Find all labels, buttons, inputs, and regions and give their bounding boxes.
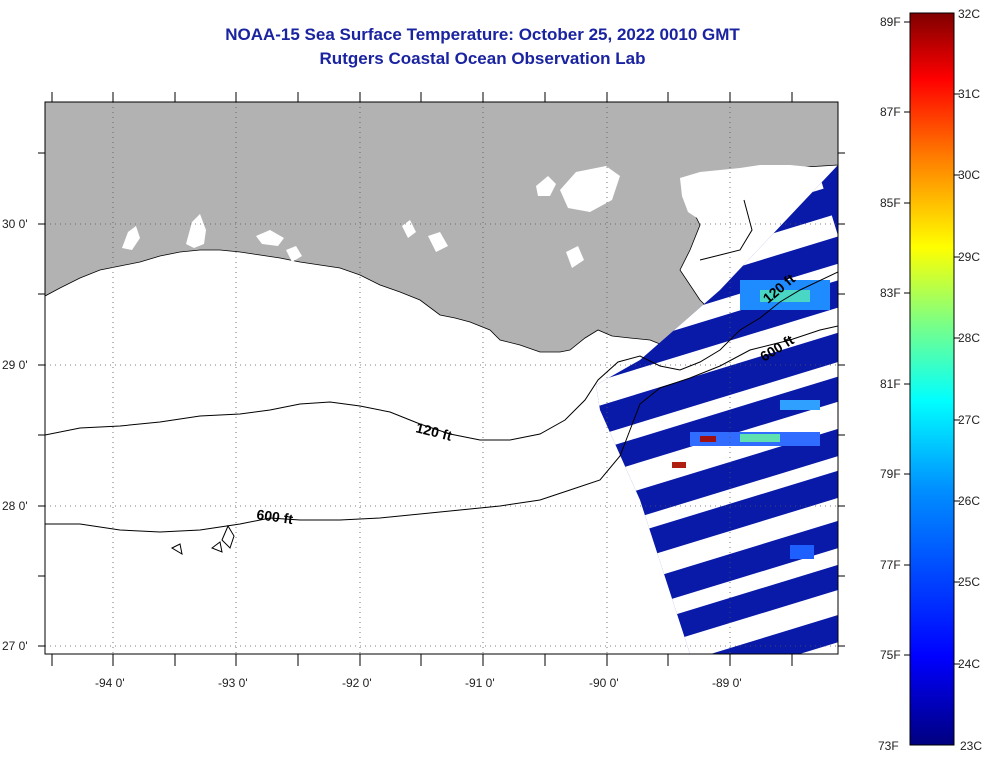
- colorbar-c-label: 32C: [958, 7, 980, 21]
- map-title: NOAA-15 Sea Surface Temperature: October…: [225, 25, 740, 44]
- lon-label: -90 0': [589, 676, 619, 690]
- lon-label: -92 0': [342, 676, 372, 690]
- map-frame: [44, 101, 839, 655]
- colorbar-f-label: 77F: [880, 558, 901, 572]
- colorbar-ticks: [904, 21, 960, 665]
- colorbar-c-label: 25C: [958, 575, 980, 589]
- colorbar-f-label: 85F: [880, 196, 901, 210]
- colorbar-c-label: 23C: [960, 739, 982, 753]
- lat-label: 29 0': [2, 358, 28, 372]
- colorbar-c-label: 27C: [958, 413, 980, 427]
- lon-label: -93 0': [218, 676, 248, 690]
- colorbar-c-label: 30C: [958, 168, 980, 182]
- colorbar-c-label: 24C: [958, 657, 980, 671]
- axis-ticks: [38, 92, 845, 666]
- colorbar-f-label: 79F: [880, 467, 901, 481]
- lat-label: 28 0': [2, 499, 28, 513]
- map-subtitle: Rutgers Coastal Ocean Observation Lab: [319, 49, 646, 68]
- colorbar-c-label: 29C: [958, 250, 980, 264]
- lat-label: 27 0': [2, 639, 28, 653]
- land-area: [45, 102, 838, 363]
- lon-label: -94 0': [95, 676, 125, 690]
- colorbar-f-label: 89F: [880, 15, 901, 29]
- temperature-colorbar: [909, 12, 955, 746]
- isobath-label-600ft-west: 600 ft: [256, 506, 295, 527]
- colorbar-f-label: 87F: [880, 105, 901, 119]
- lon-label: -89 0': [712, 676, 742, 690]
- colorbar-c-label: 31C: [958, 87, 980, 101]
- lon-label: -91 0': [465, 676, 495, 690]
- graticule: [45, 102, 838, 654]
- colorbar-c-label: 26C: [958, 494, 980, 508]
- colorbar-f-label: 73F: [878, 739, 899, 753]
- lat-label: 30 0': [2, 217, 28, 231]
- colorbar-f-label: 81F: [880, 377, 901, 391]
- colorbar-f-label: 75F: [880, 648, 901, 662]
- colorbar-c-label: 28C: [958, 331, 980, 345]
- cloud-patches-land: [122, 165, 838, 268]
- colorbar-f-label: 83F: [880, 286, 901, 300]
- isobath-contours: [45, 199, 838, 556]
